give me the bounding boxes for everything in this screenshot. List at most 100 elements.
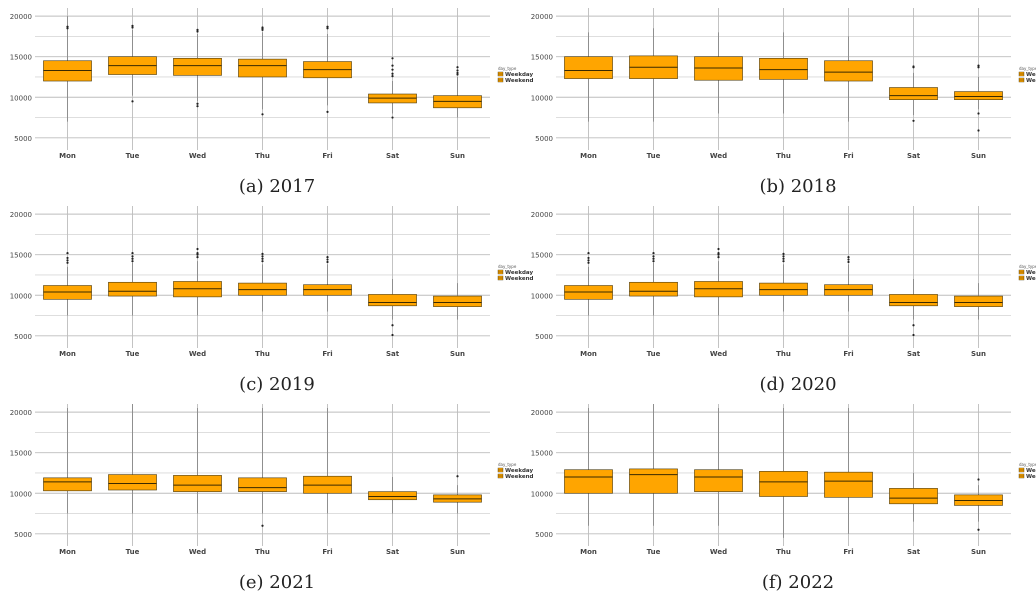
outlier-point [977, 64, 980, 67]
x-tick-label: Tue [647, 548, 661, 556]
x-tick-label: Fri [322, 350, 332, 358]
box-iqr [954, 295, 1003, 307]
y-tick-label: 20000 [531, 409, 553, 417]
box-sun [954, 64, 1003, 132]
x-tick-label: Wed [189, 350, 206, 358]
x-tick-label: Sun [450, 548, 465, 556]
x-tick-label: Thu [255, 548, 270, 556]
outlier-point [652, 260, 655, 263]
box-iqr [824, 471, 873, 498]
legend-label: Weekend [1026, 276, 1036, 282]
chart-panel: 5000 10000 15000 20000 Mon Tue Wed Thu Fri Sat Sun… [521, 396, 1036, 561]
outlier-point [391, 64, 394, 67]
x-tick-label: Sun [971, 548, 986, 556]
legend-label: Weekday [505, 270, 533, 276]
legend-label: Weekday [505, 468, 533, 474]
outlier-point [391, 333, 394, 337]
outlier-point [652, 255, 655, 258]
box-iqr [629, 281, 678, 297]
box-sat [889, 279, 938, 337]
outlier-point [196, 28, 199, 32]
panel-caption: (e) 2021 [238, 572, 316, 593]
outlier-point [261, 113, 264, 116]
box-fri [824, 36, 873, 122]
y-tick-label: 20000 [10, 211, 32, 219]
legend-title: day_type [1019, 264, 1036, 269]
outlier-point [847, 258, 850, 261]
outlier-point [261, 26, 264, 29]
box-thu [759, 32, 808, 114]
box-fri [824, 408, 873, 534]
box-wed [173, 247, 222, 316]
box-iqr [43, 477, 92, 492]
outlier-point [717, 251, 720, 255]
outlier-point [326, 256, 329, 259]
outlier-point [261, 252, 264, 255]
y-tick-label: 10000 [10, 490, 32, 498]
x-tick-label: Mon [59, 152, 76, 160]
box-thu [238, 26, 287, 116]
x-tick-label: Wed [710, 152, 727, 160]
x-tick-label: Fri [843, 548, 853, 556]
box-iqr [368, 294, 417, 307]
boxplot-svg: 5000 10000 15000 20000 Mon Tue Wed Thu Fri Sat Sun… [531, 206, 1036, 358]
outlier-point [196, 30, 199, 33]
boxplot-svg: 5000 10000 15000 20000 Mon Tue Wed Thu Fri Sat Sun… [10, 206, 533, 358]
box-iqr [629, 468, 678, 494]
outlier-point [66, 256, 69, 260]
y-tick-label: 10000 [10, 94, 32, 102]
panel-caption: (f) 2022 [761, 572, 835, 593]
outlier-point [391, 57, 394, 60]
outlier-point [261, 260, 264, 263]
x-tick-label: Wed [189, 548, 206, 556]
box-thu [759, 408, 808, 538]
box-sat [368, 57, 417, 119]
x-tick-label: Fri [322, 548, 332, 556]
y-tick-label: 20000 [531, 13, 553, 21]
outlier-point [131, 24, 134, 27]
x-tick-label: Thu [255, 350, 270, 358]
outlier-point [912, 119, 915, 122]
box-fri [824, 256, 873, 312]
outlier-point [587, 261, 590, 264]
box-mon [564, 408, 613, 526]
box-tue [108, 404, 157, 514]
box-mon [43, 16, 92, 122]
box-sat [368, 279, 417, 337]
x-tick-label: Mon [580, 548, 597, 556]
outlier-point [717, 253, 720, 256]
outlier-point [456, 73, 459, 76]
y-tick-label: 15000 [531, 450, 553, 458]
outlier-point [652, 251, 655, 255]
y-tick-label: 5000 [14, 135, 32, 143]
box-iqr [238, 58, 287, 78]
legend-title: day_type [498, 462, 517, 467]
box-iqr [433, 295, 482, 307]
box-iqr [564, 56, 613, 79]
x-tick-label: Sun [971, 350, 986, 358]
boxplot-svg: 5000 10000 15000 20000 Mon Tue Wed Thu Fri Sat Sun… [531, 404, 1036, 556]
y-tick-label: 15000 [10, 54, 32, 62]
legend-title: day_type [1019, 66, 1036, 71]
legend-title: day_type [1019, 462, 1036, 467]
x-tick-label: Tue [647, 350, 661, 358]
outlier-point [587, 251, 590, 255]
box-sat [889, 472, 938, 522]
outlier-point [66, 25, 69, 28]
x-tick-label: Fri [843, 350, 853, 358]
panel-caption: (c) 2019 [239, 374, 315, 395]
x-tick-label: Sat [907, 350, 921, 358]
x-tick-label: Wed [189, 152, 206, 160]
x-tick-label: Wed [710, 548, 727, 556]
box-fri [303, 408, 352, 514]
outlier-point [261, 524, 264, 527]
box-iqr [889, 87, 938, 100]
outlier-point [391, 324, 394, 327]
x-tick-label: Sat [386, 152, 400, 160]
box-iqr [108, 474, 157, 491]
y-tick-label: 20000 [10, 13, 32, 21]
